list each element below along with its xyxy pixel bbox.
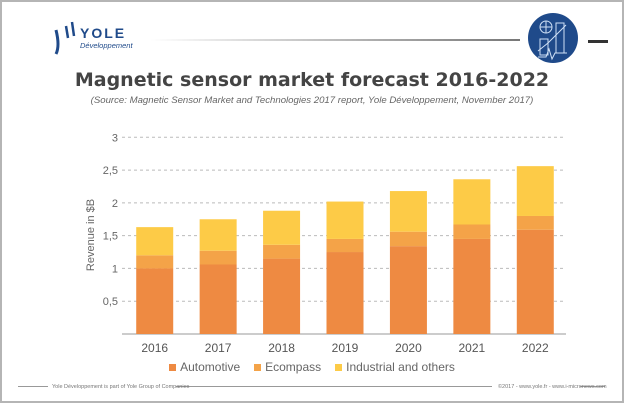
bar-segment-industrial-and-others-2022	[516, 166, 554, 216]
y-tick-label: 2	[112, 198, 118, 210]
bar-segment-ecompass-2019	[326, 238, 364, 253]
y-axis-label: Revenue in $B	[85, 199, 97, 271]
bar-segment-automotive-2017	[199, 264, 237, 334]
bar-segment-ecompass-2022	[516, 215, 554, 230]
y-tick-label: 3	[112, 132, 118, 144]
header-rule-right	[588, 40, 608, 43]
header-rule	[150, 39, 520, 41]
bar-segment-industrial-and-others-2020	[389, 191, 427, 232]
bar-segment-automotive-2016	[136, 268, 174, 334]
y-tick-label: 0,5	[103, 296, 118, 308]
x-tick-label: 2016	[141, 341, 168, 355]
svg-text:YOLE: YOLE	[80, 25, 126, 41]
yole-logo: YOLE Développement	[52, 16, 152, 60]
y-tick-label: 1,5	[103, 231, 118, 243]
chart-badge-icon	[528, 13, 578, 63]
legend-label: Ecompass	[265, 360, 322, 374]
legend-swatch	[335, 364, 343, 371]
y-tick-label: 1	[112, 263, 118, 275]
footer-right: ©2017 - www.yole.fr - www.i-micronews.co…	[498, 384, 607, 390]
legend: Automotive Ecompass Industrial and others	[0, 360, 624, 374]
bar-segment-automotive-2020	[389, 246, 427, 334]
bar-segment-industrial-and-others-2019	[326, 201, 364, 239]
x-tick-label: 2022	[522, 341, 549, 355]
legend-label: Automotive	[180, 360, 241, 374]
bar-segment-ecompass-2018	[263, 244, 301, 259]
bar-segment-ecompass-2017	[199, 250, 237, 265]
legend-item: Automotive	[169, 360, 240, 374]
bar-segment-ecompass-2021	[453, 224, 491, 239]
footer-rule	[176, 386, 492, 387]
x-tick-label: 2018	[268, 341, 295, 355]
bar-segment-automotive-2019	[326, 252, 364, 334]
bar-segment-industrial-and-others-2016	[136, 227, 174, 256]
svg-text:Développement: Développement	[80, 41, 133, 50]
bar-segment-ecompass-2020	[389, 231, 427, 247]
x-tick-label: 2019	[332, 341, 359, 355]
chart-subtitle: (Source: Magnetic Sensor Market and Tech…	[90, 95, 534, 106]
bar-segment-industrial-and-others-2018	[263, 210, 301, 245]
bar-segment-automotive-2022	[516, 229, 554, 334]
footer-rule	[580, 386, 605, 387]
x-tick-label: 2021	[459, 341, 486, 355]
bar-segment-industrial-and-others-2017	[199, 219, 237, 251]
x-tick-label: 2020	[395, 341, 422, 355]
y-tick-label: 2,5	[103, 165, 118, 177]
chart-title: Magnetic sensor market forecast 2016-202…	[74, 69, 550, 91]
legend-swatch	[254, 364, 262, 371]
bar-segment-industrial-and-others-2021	[453, 179, 491, 225]
bar-segment-automotive-2018	[263, 258, 301, 334]
legend-swatch	[169, 364, 177, 371]
bar-segment-automotive-2021	[453, 238, 491, 334]
legend-label: Industrial and others	[346, 360, 455, 374]
x-tick-label: 2017	[205, 341, 232, 355]
legend-item: Industrial and others	[335, 360, 455, 374]
legend-item: Ecompass	[254, 360, 321, 374]
bar-segment-ecompass-2016	[136, 255, 174, 269]
footer-rule	[18, 386, 48, 387]
footer-left: Yole Développement is part of Yole Group…	[52, 384, 190, 390]
